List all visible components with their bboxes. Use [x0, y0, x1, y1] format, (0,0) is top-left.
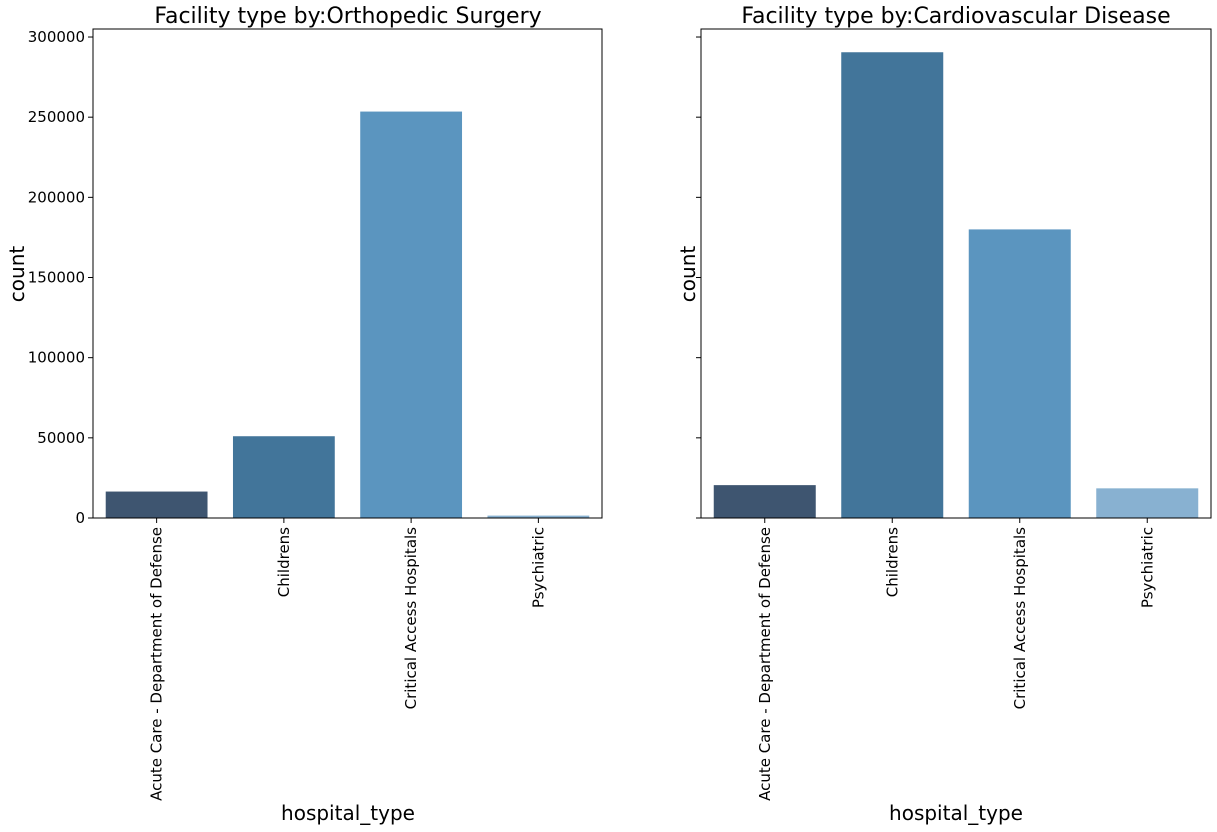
x-axis-label: hospital_type [889, 801, 1023, 825]
chart-panel-orthopedic: Facility type by:Orthopedic Surgery hosp… [5, 4, 603, 825]
bar-3 [487, 515, 590, 518]
y-axis-label: count [676, 246, 700, 303]
chart-title: Facility type by:Cardiovascular Disease [741, 4, 1170, 29]
bar-2 [360, 111, 463, 518]
y-tick-label: 200000 [28, 188, 85, 206]
y-tick-label: 250000 [28, 108, 85, 126]
x-tick-label: Childrens [275, 527, 293, 597]
bar-1 [841, 52, 944, 518]
x-tick-label: Childrens [883, 527, 901, 597]
plot-frame [92, 28, 603, 519]
bar-0 [105, 491, 208, 518]
x-tick-label: Psychiatric [529, 527, 547, 608]
y-tick-label: 150000 [28, 269, 85, 287]
bar-0 [713, 485, 816, 518]
bar-1 [232, 436, 335, 518]
y-tick-label: 300000 [28, 28, 85, 46]
y-tick-label: 50000 [37, 429, 85, 447]
chart-title: Facility type by:Orthopedic Surgery [154, 4, 541, 29]
y-tick-label: 0 [75, 509, 85, 527]
bar-3 [1096, 488, 1199, 518]
chart-panel-cardiovascular: Facility type by:Cardiovascular Disease … [676, 4, 1212, 825]
x-tick-label: Acute Care - Department of Defense [148, 527, 166, 801]
x-tick-label: Critical Access Hospitals [402, 527, 420, 710]
x-tick-label: Critical Access Hospitals [1011, 527, 1029, 710]
plot-frame [700, 28, 1212, 519]
y-tick-label: 100000 [28, 349, 85, 367]
x-tick-label: Psychiatric [1138, 527, 1156, 608]
x-axis-label: hospital_type [281, 801, 415, 825]
y-axis-label: count [5, 246, 29, 303]
x-tick-label: Acute Care - Department of Defense [756, 527, 774, 801]
bar-2 [968, 229, 1071, 518]
